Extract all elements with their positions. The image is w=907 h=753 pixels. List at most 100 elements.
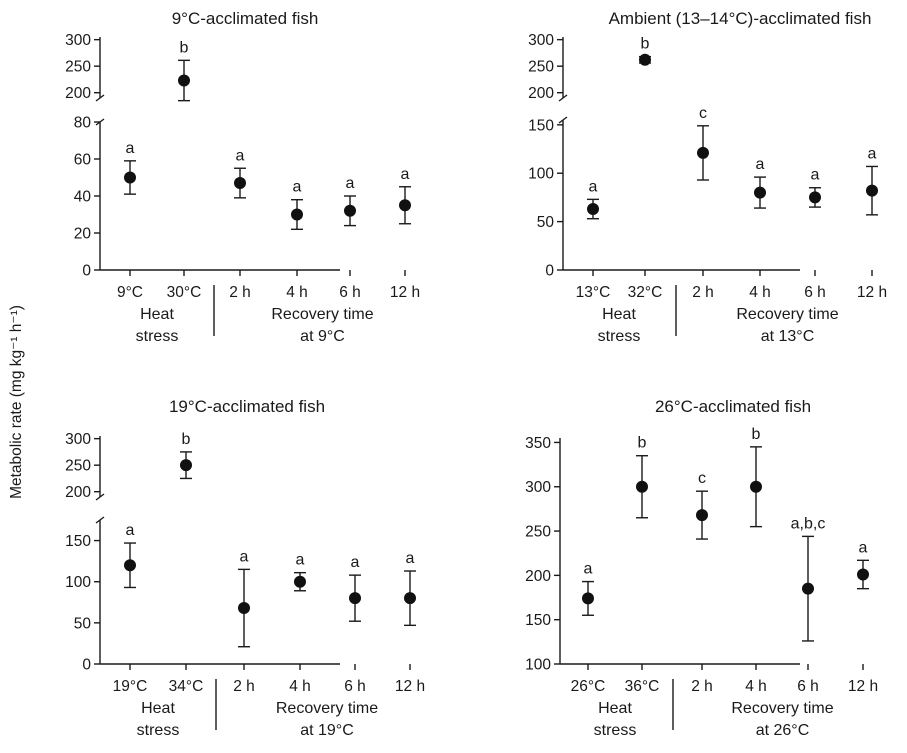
chart-title: 9°C-acclimated fish: [172, 9, 319, 28]
y-upper-tick-label: 200: [65, 85, 91, 102]
significance-label: a: [293, 179, 302, 196]
significance-label: a: [589, 178, 598, 195]
data-point: [404, 592, 416, 605]
group-label-heat-stress: Heat: [140, 306, 174, 323]
x-tick-label: 12 h: [848, 678, 878, 695]
y-upper-tick-label: 300: [65, 431, 91, 448]
y-tick-label: 100: [525, 657, 551, 674]
significance-label: a: [126, 140, 135, 157]
y-lower-tick-label: 100: [65, 574, 91, 591]
group-label-heat-stress: stress: [136, 328, 179, 345]
group-label-heat-stress: stress: [598, 328, 641, 345]
axis-break-mark: [558, 94, 568, 102]
x-tick-label: 32°C: [628, 284, 663, 301]
x-tick-label: 12 h: [390, 284, 420, 301]
data-point: [754, 186, 766, 199]
significance-label: a: [126, 522, 135, 539]
group-label-heat-stress: stress: [594, 722, 637, 739]
x-tick-label: 4 h: [289, 678, 311, 695]
data-point: [178, 74, 190, 87]
significance-label: c: [698, 470, 706, 487]
y-lower-tick-label: 150: [65, 533, 91, 550]
y-lower-tick-label: 0: [545, 263, 554, 280]
data-point: [696, 509, 708, 522]
data-point: [124, 559, 136, 572]
group-label-heat-stress: stress: [137, 722, 180, 739]
y-upper-tick-label: 200: [528, 85, 554, 102]
data-point: [349, 592, 361, 605]
x-tick-label: 4 h: [745, 678, 767, 695]
axis-break-mark: [95, 516, 105, 524]
group-label-recovery: Recovery time: [731, 700, 833, 717]
group-label-heat-stress: Heat: [602, 306, 636, 323]
x-tick-label: 34°C: [169, 678, 204, 695]
y-upper-tick-label: 200: [65, 484, 91, 501]
chart-title: 19°C-acclimated fish: [169, 397, 325, 416]
group-label-recovery: Recovery time: [736, 306, 838, 323]
y-lower-tick-label: 20: [74, 226, 92, 243]
significance-label: a: [346, 175, 355, 192]
data-point: [636, 480, 648, 493]
y-upper-tick-label: 300: [528, 32, 554, 49]
axis-break-mark: [558, 116, 568, 124]
data-point: [697, 146, 709, 159]
x-tick-label: 26°C: [571, 678, 606, 695]
y-upper-tick-label: 250: [65, 458, 91, 475]
data-point: [180, 459, 192, 472]
significance-label: a,b,c: [791, 515, 826, 532]
data-point: [750, 480, 762, 493]
x-tick-label: 4 h: [286, 284, 308, 301]
significance-label: a: [859, 539, 868, 556]
x-tick-label: 12 h: [395, 678, 425, 695]
data-point: [802, 582, 814, 595]
panel-26c-acclimated: 26°C-acclimated fish 100 150 200 250 300 350 26…: [525, 397, 878, 739]
data-point: [234, 177, 246, 190]
group-label-recovery: Recovery time: [276, 700, 378, 717]
group-label-recovery: at 26°C: [756, 722, 810, 739]
significance-label: c: [699, 105, 707, 122]
significance-label: a: [351, 554, 360, 571]
significance-label: a: [584, 561, 593, 578]
axis-break-mark: [95, 493, 105, 501]
y-lower-tick-label: 50: [537, 214, 555, 231]
y-lower-tick-label: 80: [74, 115, 92, 132]
y-lower-tick-label: 150: [528, 117, 554, 134]
x-tick-label: 19°C: [113, 678, 148, 695]
x-tick-label: 2 h: [692, 284, 714, 301]
x-tick-label: 30°C: [167, 284, 202, 301]
data-point: [809, 191, 821, 204]
y-tick-label: 200: [525, 568, 551, 585]
y-lower-tick-label: 60: [74, 152, 92, 169]
significance-label: b: [752, 426, 761, 443]
data-point: [857, 568, 869, 581]
significance-label: a: [811, 167, 820, 184]
axis-break-mark: [95, 94, 105, 102]
significance-label: a: [236, 147, 245, 164]
x-tick-label: 36°C: [625, 678, 660, 695]
x-tick-label: 6 h: [339, 284, 361, 301]
x-tick-label: 9°C: [117, 284, 143, 301]
x-tick-label: 2 h: [229, 284, 251, 301]
chart-title: Ambient (13–14°C)-acclimated fish: [609, 9, 872, 28]
group-label-recovery: at 13°C: [761, 328, 815, 345]
significance-label: a: [240, 548, 249, 565]
group-label-recovery: at 9°C: [300, 328, 345, 345]
y-tick-label: 150: [525, 612, 551, 629]
y-upper-tick-label: 250: [65, 59, 91, 76]
significance-label: a: [406, 550, 415, 567]
x-tick-label: 2 h: [691, 678, 713, 695]
significance-label: a: [756, 156, 765, 173]
significance-label: a: [401, 166, 410, 183]
data-point: [399, 199, 411, 212]
x-tick-label: 2 h: [233, 678, 255, 695]
x-tick-label: 6 h: [804, 284, 826, 301]
y-lower-tick-label: 0: [82, 263, 91, 280]
data-point: [587, 203, 599, 216]
y-tick-label: 350: [525, 435, 551, 452]
data-point: [866, 184, 878, 197]
x-tick-label: 12 h: [857, 284, 887, 301]
y-upper-tick-label: 300: [65, 32, 91, 49]
group-label-heat-stress: Heat: [141, 700, 175, 717]
significance-label: a: [296, 552, 305, 569]
